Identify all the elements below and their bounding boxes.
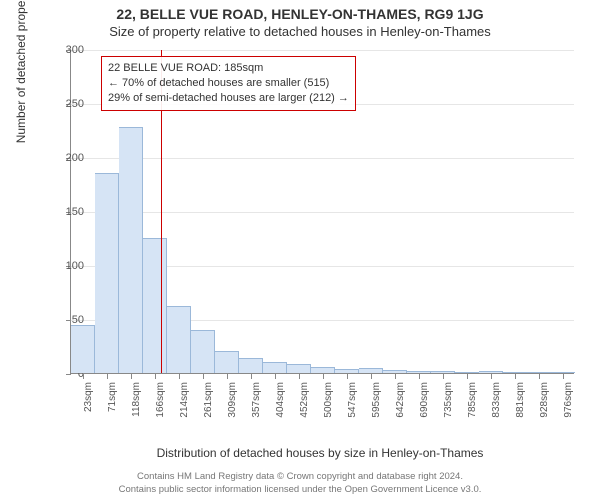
xtick-label: 166sqm: [155, 382, 166, 432]
xtick-mark: [107, 373, 108, 379]
xtick-mark: [155, 373, 156, 379]
xtick-mark: [203, 373, 204, 379]
xtick-label: 404sqm: [275, 382, 286, 432]
xtick-label: 928sqm: [539, 382, 550, 432]
gridline: [71, 212, 574, 213]
histogram-bar: [95, 173, 119, 373]
xtick-mark: [371, 373, 372, 379]
gridline: [71, 158, 574, 159]
xtick-label: 642sqm: [395, 382, 406, 432]
xtick-label: 690sqm: [419, 382, 430, 432]
page-title: 22, BELLE VUE ROAD, HENLEY-ON-THAMES, RG…: [0, 0, 600, 22]
ytick-label: 200: [44, 152, 84, 164]
y-axis-label: Number of detached properties: [14, 0, 28, 143]
xtick-mark: [275, 373, 276, 379]
histogram-bar: [239, 358, 263, 373]
xtick-label: 23sqm: [83, 382, 94, 432]
xtick-mark: [443, 373, 444, 379]
annotation-line: 22 BELLE VUE ROAD: 185sqm: [108, 61, 349, 76]
xtick-label: 735sqm: [443, 382, 454, 432]
annotation-box: 22 BELLE VUE ROAD: 185sqm← 70% of detach…: [101, 56, 356, 111]
xtick-label: 214sqm: [179, 382, 190, 432]
annotation-line: ← 70% of detached houses are smaller (51…: [108, 76, 349, 91]
ytick-label: 100: [44, 260, 84, 272]
ytick-label: 300: [44, 44, 84, 56]
xtick-mark: [83, 373, 84, 379]
xtick-label: 976sqm: [563, 382, 574, 432]
xtick-mark: [227, 373, 228, 379]
xtick-mark: [491, 373, 492, 379]
xtick-mark: [299, 373, 300, 379]
xtick-label: 452sqm: [299, 382, 310, 432]
ytick-label: 250: [44, 98, 84, 110]
page-subtitle: Size of property relative to detached ho…: [0, 22, 600, 39]
histogram-bar: [167, 306, 191, 373]
plot-area: 05010015020025030023sqm71sqm118sqm166sqm…: [70, 50, 574, 374]
ytick-label: 50: [44, 314, 84, 326]
xtick-mark: [515, 373, 516, 379]
xtick-label: 833sqm: [491, 382, 502, 432]
histogram-bar: [263, 362, 287, 373]
gridline: [71, 50, 574, 51]
histogram-bar: [215, 351, 239, 373]
xtick-label: 357sqm: [251, 382, 262, 432]
histogram-bar: [143, 238, 167, 373]
xtick-mark: [131, 373, 132, 379]
xtick-mark: [395, 373, 396, 379]
xtick-mark: [251, 373, 252, 379]
xtick-label: 261sqm: [203, 382, 214, 432]
xtick-label: 595sqm: [371, 382, 382, 432]
xtick-label: 309sqm: [227, 382, 238, 432]
xtick-mark: [347, 373, 348, 379]
footer-text: Contains HM Land Registry data © Crown c…: [0, 471, 600, 496]
histogram-bar: [119, 127, 143, 373]
xtick-label: 71sqm: [107, 382, 118, 432]
histogram-bar: [191, 330, 215, 373]
xtick-label: 118sqm: [131, 382, 142, 432]
histogram-bar: [71, 325, 95, 373]
xtick-mark: [563, 373, 564, 379]
xtick-mark: [419, 373, 420, 379]
histogram-bar: [287, 364, 311, 373]
xtick-label: 881sqm: [515, 382, 526, 432]
xtick-label: 547sqm: [347, 382, 358, 432]
xtick-mark: [179, 373, 180, 379]
ytick-label: 150: [44, 206, 84, 218]
chart-container: Number of detached properties 0501001502…: [52, 46, 588, 406]
xtick-mark: [467, 373, 468, 379]
xtick-label: 500sqm: [323, 382, 334, 432]
xtick-mark: [539, 373, 540, 379]
x-axis-label: Distribution of detached houses by size …: [52, 446, 588, 460]
footer-line-1: Contains HM Land Registry data © Crown c…: [0, 471, 600, 483]
xtick-label: 785sqm: [467, 382, 478, 432]
xtick-mark: [323, 373, 324, 379]
footer-line-2: Contains public sector information licen…: [0, 484, 600, 496]
annotation-line: 29% of semi-detached houses are larger (…: [108, 91, 349, 106]
